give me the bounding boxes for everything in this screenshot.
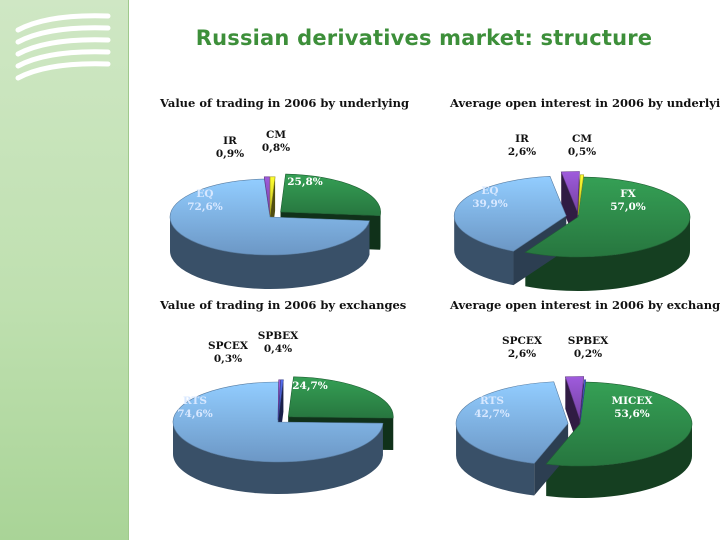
slice-value-spbex: 0,2% [574, 348, 602, 360]
slice-label-spcex: SPCEX [208, 340, 249, 352]
slice-label-micex: MICEX [611, 395, 653, 407]
slice-value-cm: 0,8% [262, 142, 290, 154]
chart-title: Average open interest in 2006 by underly… [450, 96, 720, 110]
slice-value-ir: 2,6% [508, 146, 536, 158]
pie-slice-rts [455, 381, 569, 464]
pie-slice-micex [545, 381, 693, 467]
slice-label-fx: FX [620, 188, 636, 200]
slice-label-fx: FX [297, 163, 313, 175]
slice-value-spbex: 0,4% [264, 343, 292, 355]
pie-slice-cm [269, 176, 276, 215]
slice-value-micex: 24,7% [292, 380, 328, 392]
slice-value-fx: 25,8% [287, 176, 323, 188]
slice-value-rts: 74,6% [177, 408, 213, 420]
slice-value-fx: 57,0% [610, 201, 646, 213]
pie-slice-eq [453, 175, 567, 252]
slice-label-cm: CM [266, 129, 286, 141]
pie-slice-micex [287, 376, 394, 419]
slice-label-rts: RTS [480, 395, 504, 407]
pie-slice-side-rts [173, 422, 383, 495]
chart-panel-trading-underlying: Value of trading in 2006 by underlying F… [160, 96, 432, 326]
slice-value-eq: 39,9% [472, 198, 508, 210]
slice-value-rts: 42,7% [474, 408, 510, 420]
slice-label-eq: EQ [481, 185, 498, 197]
slice-label-cm: CM [572, 133, 592, 145]
pie-slice-spcex [564, 376, 585, 419]
chart-panel-open-interest-underlying: Average open interest in 2006 by underly… [450, 96, 720, 326]
pie-slice-spbex [579, 379, 587, 422]
pie-slice-rts [172, 381, 384, 463]
chart-title: Value of trading in 2006 by underlying [160, 96, 410, 110]
slice-value-spcex: 0,3% [214, 353, 242, 365]
pie-slice-fx [524, 176, 691, 258]
pie-slice-side-eq [170, 217, 370, 289]
pie-slice-side-micex [546, 424, 692, 498]
pie-wall [173, 422, 383, 495]
chart-panel-trading-exchanges: Value of trading in 2006 by exchanges MI… [160, 298, 432, 528]
slice-label-spbex: SPBEX [568, 335, 609, 347]
slice-label-ir: IR [515, 133, 529, 145]
slice-label-spbex: SPBEX [258, 330, 299, 342]
slice-value-ir: 0,9% [216, 148, 244, 160]
pie-slice-side-fx [525, 217, 690, 291]
slice-value-spcex: 2,6% [508, 348, 536, 360]
page-title: Russian derivatives market: structure [195, 26, 653, 50]
pie-slice-fx [280, 173, 381, 217]
pie-slice-eq [169, 178, 370, 256]
pie-wall [525, 217, 690, 291]
sidebar-band [0, 0, 129, 540]
pie-slice-ir [560, 171, 580, 212]
slice-label-eq: EQ [196, 188, 213, 200]
company-logo [15, 13, 111, 81]
chart-panel-open-interest-exchanges: Average open interest in 2006 by exchang… [450, 298, 720, 528]
chart-title: Value of trading in 2006 by exchanges [160, 298, 407, 312]
slice-value-micex: 53,6% [614, 408, 650, 420]
pie-wall [546, 424, 692, 498]
slice-label-ir: IR [223, 135, 237, 147]
slice-value-eq: 72,6% [187, 201, 223, 213]
pie-slice-spbex [277, 379, 284, 420]
pie-wall [456, 423, 535, 496]
slice-value-cm: 0,5% [568, 146, 596, 158]
pie-wall [454, 215, 514, 286]
pie-slice-cm [577, 174, 585, 215]
slice-label-rts: RTS [183, 395, 207, 407]
pie-wall [170, 217, 370, 289]
chart-title: Average open interest in 2006 by exchang… [450, 298, 720, 312]
slice-label-micex: MICEX [289, 367, 331, 379]
slice-label-spcex: SPCEX [502, 335, 543, 347]
